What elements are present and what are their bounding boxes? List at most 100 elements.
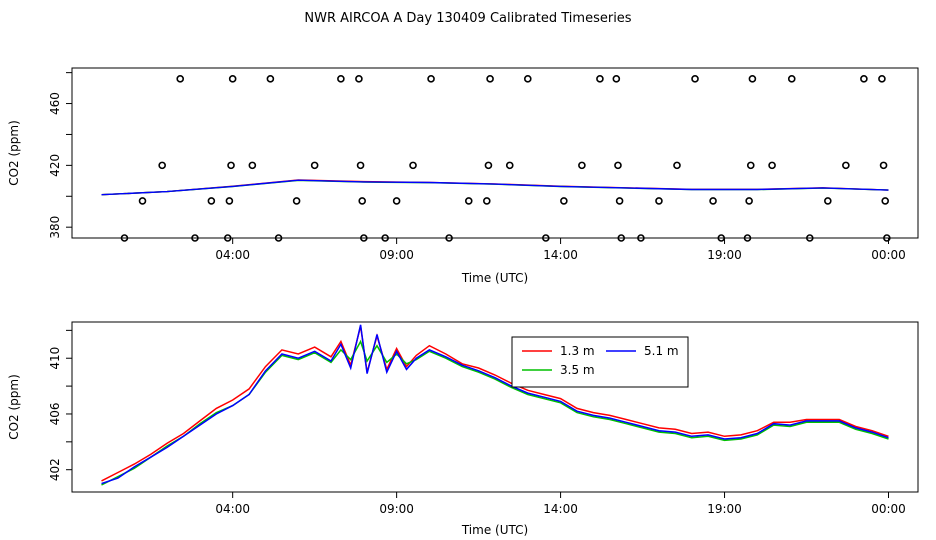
bottom-y-axis-label: CO2 (ppm) xyxy=(7,374,21,440)
scatter-point xyxy=(225,197,234,205)
scatter-point xyxy=(486,75,494,83)
scatter-point xyxy=(637,234,645,242)
scatter-point xyxy=(207,197,216,205)
scatter-point xyxy=(223,234,232,242)
scatter-point xyxy=(381,234,389,242)
scatter-point xyxy=(717,234,726,242)
y-tick-label: 406 xyxy=(48,403,62,426)
series-line-5-1-m xyxy=(101,324,889,485)
x-tick-label: 14:00 xyxy=(543,248,578,262)
legend-label: 5.1 m xyxy=(644,344,679,358)
legend-box xyxy=(511,336,689,388)
scatter-point xyxy=(612,75,621,83)
legend-label: 1.3 m xyxy=(560,344,595,358)
scatter-point xyxy=(615,197,624,205)
x-tick-label: 09:00 xyxy=(379,248,414,262)
scatter-point xyxy=(191,234,199,242)
scatter-point xyxy=(883,234,891,242)
top-scatter-points xyxy=(120,75,891,242)
y-tick-label: 410 xyxy=(48,347,62,370)
scatter-point xyxy=(560,197,568,205)
scatter-point xyxy=(310,161,319,170)
scatter-point xyxy=(673,161,681,170)
scatter-point xyxy=(523,75,532,83)
top-panel: 04:00 09:00 14:00 19:00 00:00 380 420 460 Time… xyxy=(7,67,919,285)
scatter-point xyxy=(805,234,814,242)
top-plot-frame xyxy=(71,67,919,239)
scatter-point xyxy=(409,161,417,170)
figure-title: NWR AIRCOA A Day 130409 Calibrated Times… xyxy=(304,11,631,26)
scatter-point xyxy=(274,234,283,242)
top-series-line xyxy=(101,179,889,196)
bottom-y-axis: 402 406 410 xyxy=(48,329,72,481)
scatter-point xyxy=(878,75,886,83)
scatter-point xyxy=(337,75,345,83)
scatter-point xyxy=(746,161,755,170)
top-x-axis-label: Time (UTC) xyxy=(461,271,528,285)
scatter-point xyxy=(427,75,435,83)
scatter-point xyxy=(596,75,604,83)
scatter-point xyxy=(392,197,401,205)
x-tick-label: 09:00 xyxy=(379,502,414,516)
scatter-point xyxy=(445,234,453,242)
top-y-axis: 380 420 460 xyxy=(48,72,72,239)
scatter-point xyxy=(709,197,717,205)
scatter-point xyxy=(655,197,663,205)
x-tick-label: 19:00 xyxy=(707,502,742,516)
legend-label: 3.5 m xyxy=(560,363,595,377)
scatter-point xyxy=(879,161,888,170)
scatter-point xyxy=(356,161,365,170)
bottom-panel: 04:00 09:00 14:00 19:00 00:00 402 406 410 Time… xyxy=(7,321,919,537)
series-line-1-3-m xyxy=(101,326,889,482)
scatter-point xyxy=(248,161,257,170)
scatter-point xyxy=(227,161,235,170)
scatter-point xyxy=(745,197,753,205)
bottom-series-lines xyxy=(101,324,889,486)
x-tick-label: 00:00 xyxy=(871,502,906,516)
scatter-point xyxy=(860,75,868,83)
scatter-point xyxy=(228,75,237,83)
y-tick-label: 420 xyxy=(48,154,62,177)
y-tick-label: 402 xyxy=(48,458,62,481)
scatter-point xyxy=(292,197,301,205)
top-x-axis: 04:00 09:00 14:00 19:00 00:00 xyxy=(215,238,906,262)
y-tick-label: 380 xyxy=(48,216,62,239)
x-tick-label: 04:00 xyxy=(215,502,250,516)
scatter-point xyxy=(358,197,366,205)
x-tick-label: 04:00 xyxy=(215,248,250,262)
scatter-point xyxy=(614,161,622,170)
scatter-point xyxy=(505,161,514,170)
legend: 1.3 m 3.5 m 5.1 m xyxy=(511,336,689,388)
scatter-point xyxy=(743,234,752,242)
scatter-point xyxy=(158,161,166,170)
scatter-point xyxy=(842,161,850,170)
top-y-axis-label: CO2 (ppm) xyxy=(7,120,21,186)
scatter-point xyxy=(691,75,699,83)
bottom-x-axis-label: Time (UTC) xyxy=(461,523,528,537)
scatter-point xyxy=(824,197,832,205)
x-tick-label: 14:00 xyxy=(543,502,578,516)
scatter-point xyxy=(787,75,796,83)
scatter-point xyxy=(748,75,757,83)
scatter-point xyxy=(578,161,586,170)
bottom-plot-frame xyxy=(71,321,919,493)
scatter-point xyxy=(464,197,473,205)
scatter-point xyxy=(176,75,185,83)
series-line-3-5-m xyxy=(101,339,889,486)
scatter-point xyxy=(881,197,890,205)
scatter-point xyxy=(360,234,368,242)
scatter-point xyxy=(768,161,776,170)
scatter-point xyxy=(120,234,129,242)
x-tick-label: 00:00 xyxy=(871,248,906,262)
y-tick-label: 460 xyxy=(48,92,62,115)
scatter-point xyxy=(542,234,550,242)
scatter-point xyxy=(266,75,275,83)
scatter-point xyxy=(138,197,147,205)
top-series-lines xyxy=(101,179,889,196)
scatter-point xyxy=(484,161,493,170)
bottom-x-axis: 04:00 09:00 14:00 19:00 00:00 xyxy=(215,492,906,516)
scatter-point xyxy=(483,197,491,205)
scatter-point xyxy=(355,75,363,83)
scatter-point xyxy=(617,234,626,242)
